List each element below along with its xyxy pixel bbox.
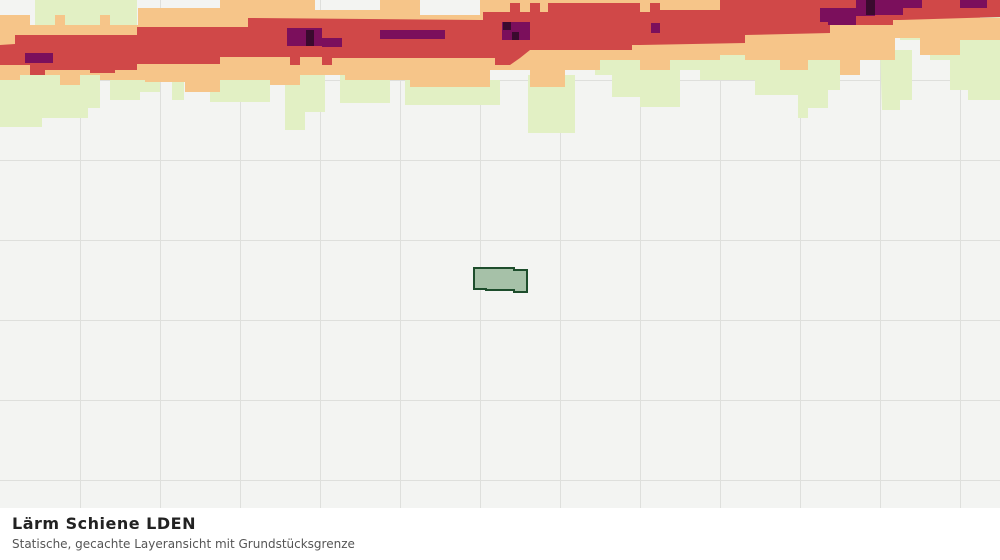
noise-zone-extreme — [306, 0, 875, 46]
map-view — [0, 0, 1000, 508]
layer-title: Lärm Schiene LDEN — [12, 514, 196, 533]
layer-subtitle: Statische, gecachte Layeransicht mit Gru… — [12, 537, 355, 551]
legend-footer: Lärm Schiene LDEN Statische, gecachte La… — [0, 508, 1000, 560]
parcel-boundary — [473, 267, 528, 293]
noise-zone-high — [0, 0, 1000, 75]
